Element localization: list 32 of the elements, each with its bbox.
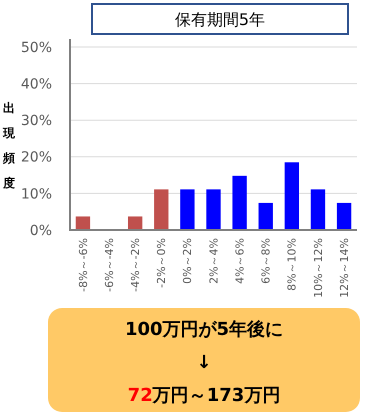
bar [284, 162, 300, 230]
bar [336, 202, 352, 230]
y-tick-label: 50% [20, 40, 52, 56]
x-tick-label: 2%～4% [207, 238, 220, 284]
y-tick-label: 40% [20, 76, 52, 92]
bar [180, 189, 195, 230]
text: ↓ [196, 352, 212, 373]
x-tick-label: -4%～-2% [129, 238, 142, 292]
x-tick-label: 10%～12% [312, 238, 325, 298]
bar [258, 202, 273, 230]
bar [76, 216, 90, 230]
text: 100万円が5年後に [124, 319, 284, 340]
x-tick-label: 8%～10% [286, 238, 299, 291]
x-tick-label: 0%～2% [181, 238, 194, 284]
y-tick-label: 10% [20, 186, 52, 202]
bar [128, 216, 142, 230]
chart-title: 保有期間5年 [174, 10, 266, 29]
y-tick-label: 30% [20, 113, 52, 130]
text: 72万円～173万円 [128, 385, 280, 406]
x-tick-label: 4%～6% [233, 238, 246, 284]
bar [154, 189, 168, 230]
y-axis-title: 出現頻度 [2, 101, 16, 190]
x-tick-label: 12%～14% [338, 238, 351, 298]
y-tick-label: 0% [30, 222, 52, 239]
x-tick-label: -8%～-6% [76, 238, 90, 292]
bar [232, 176, 247, 230]
x-tick-label: -2%～0% [155, 238, 168, 288]
bar [206, 189, 221, 230]
x-tick-label: -6%～-4% [102, 238, 116, 292]
bar [310, 189, 326, 230]
y-tick-label: 20% [20, 150, 52, 166]
x-tick-label: 6%～8% [260, 238, 273, 284]
